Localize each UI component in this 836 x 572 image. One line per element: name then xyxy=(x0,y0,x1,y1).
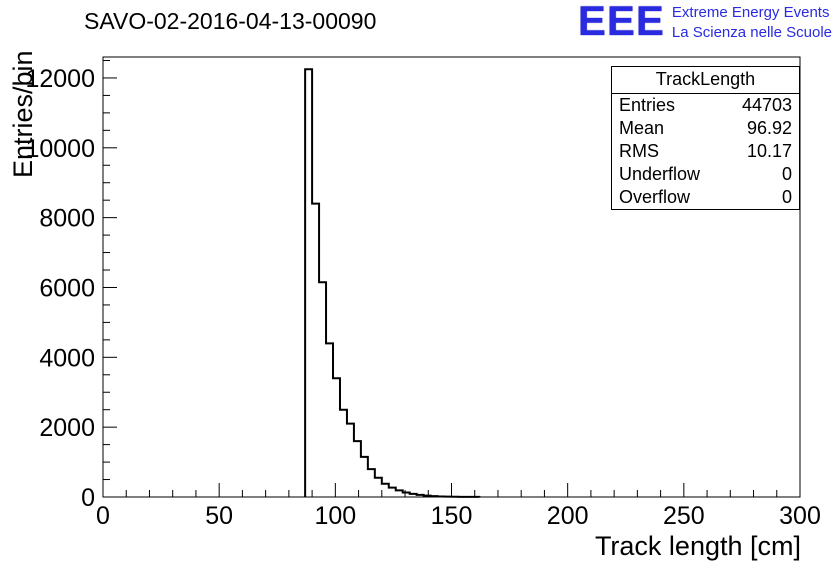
stats-row-overflow: Overflow 0 xyxy=(612,186,799,209)
plot-title: SAVO-02-2016-04-13-00090 xyxy=(84,8,377,34)
stats-value: 10.17 xyxy=(746,141,792,161)
stats-label: Overflow xyxy=(619,187,691,207)
svg-text:200: 200 xyxy=(547,502,589,530)
svg-text:250: 250 xyxy=(663,502,705,530)
stats-value: 0 xyxy=(781,187,792,207)
svg-text:0: 0 xyxy=(81,484,95,512)
stats-label: Underflow xyxy=(619,164,701,184)
svg-text:50: 50 xyxy=(205,502,233,530)
eee-logo: EEE Extreme Energy Events La Scienza nel… xyxy=(577,0,832,44)
eee-logo-line2: La Scienza nelle Scuole xyxy=(671,23,832,41)
stats-value: 96.92 xyxy=(746,118,792,138)
stats-box-title: TrackLength xyxy=(612,67,799,94)
svg-text:0: 0 xyxy=(96,502,110,530)
y-axis-title: Entries/bin xyxy=(8,50,38,178)
stats-label: Entries xyxy=(619,95,676,115)
svg-text:150: 150 xyxy=(431,502,473,530)
svg-text:100: 100 xyxy=(314,502,356,530)
svg-text:8000: 8000 xyxy=(39,205,95,233)
svg-text:300: 300 xyxy=(779,502,821,530)
eee-logo-letters: EEE xyxy=(577,0,665,44)
stats-label: Mean xyxy=(619,118,665,138)
svg-text:6000: 6000 xyxy=(39,274,95,302)
svg-text:4000: 4000 xyxy=(39,344,95,372)
svg-text:2000: 2000 xyxy=(39,414,95,442)
stats-row-underflow: Underflow 0 xyxy=(612,163,799,186)
stats-row-mean: Mean 96.92 xyxy=(612,117,799,140)
svg-text:12000: 12000 xyxy=(25,65,95,93)
stats-row-entries: Entries 44703 xyxy=(612,94,799,117)
stats-row-rms: RMS 10.17 xyxy=(612,140,799,163)
eee-logo-line1: Extreme Energy Events xyxy=(671,4,830,21)
eee-logo-text: Extreme Energy Events La Scienza nelle S… xyxy=(672,3,832,42)
stats-value: 0 xyxy=(781,164,792,184)
stats-value: 44703 xyxy=(741,95,792,115)
stats-box: TrackLength Entries 44703 Mean 96.92 RMS… xyxy=(611,66,800,210)
x-axis-title: Track length [cm] xyxy=(594,531,801,561)
stats-label: RMS xyxy=(619,141,659,161)
svg-text:10000: 10000 xyxy=(25,135,95,163)
